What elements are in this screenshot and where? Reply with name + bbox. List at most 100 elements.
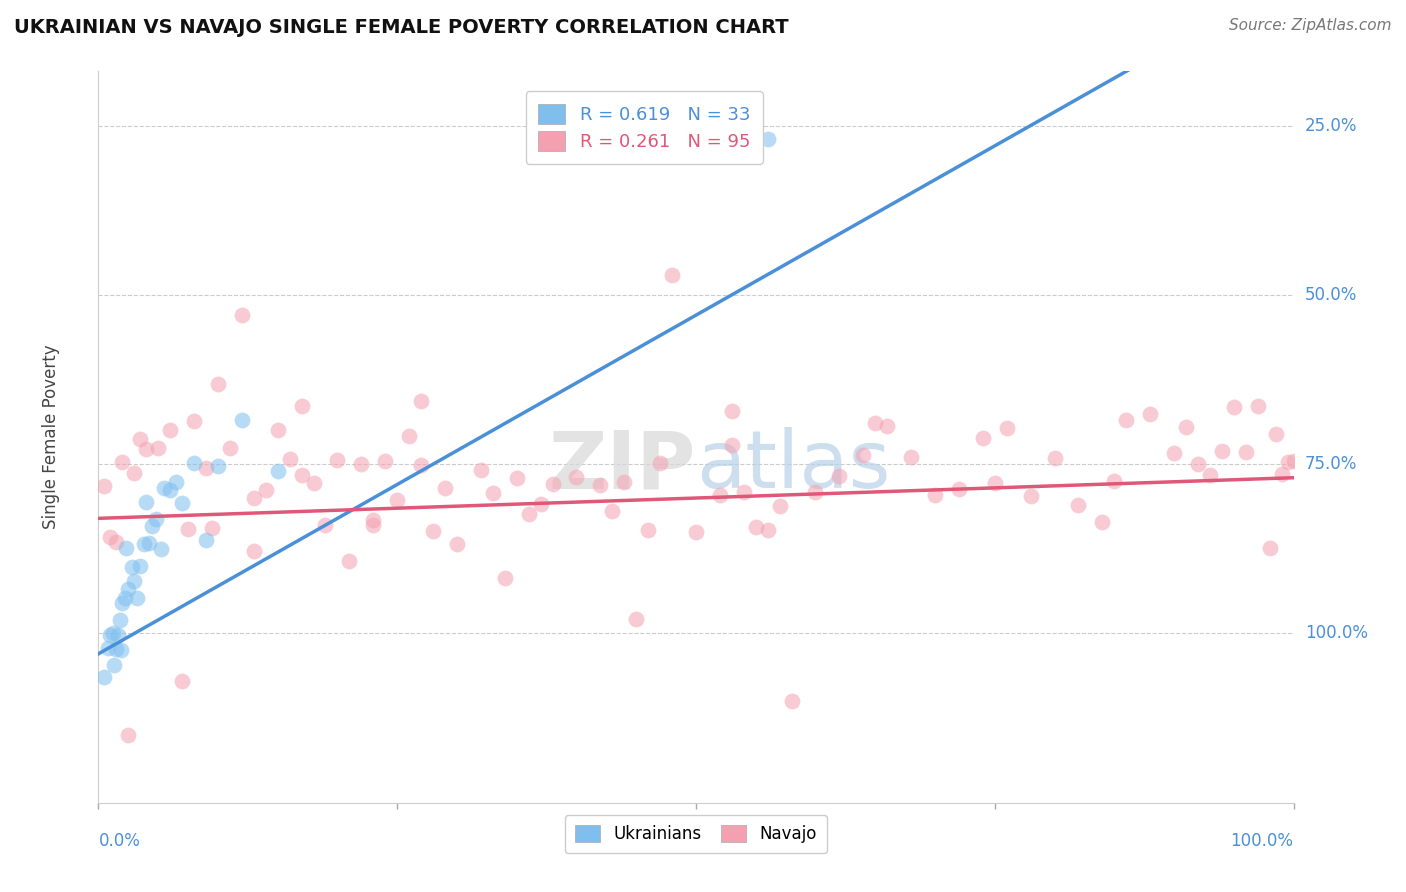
Text: 25.0%: 25.0% [1305,117,1357,135]
Point [984,476,1007,491]
Point [111,455,134,469]
Point [733,485,755,500]
Point [148,441,170,455]
Point [267,423,290,437]
Point [129,432,152,446]
Point [183,456,205,470]
Point [111,596,134,610]
Point [278,452,301,467]
Point [135,495,157,509]
Point [267,464,290,478]
Point [107,628,129,642]
Point [756,523,779,537]
Point [201,521,224,535]
Point [129,559,152,574]
Point [924,488,946,502]
Text: 75.0%: 75.0% [1305,455,1357,473]
Point [114,591,136,606]
Point [315,518,337,533]
Point [721,438,744,452]
Point [1104,474,1126,488]
Point [105,641,128,656]
Point [434,481,457,495]
Point [852,448,875,462]
Point [709,488,731,502]
Point [159,424,181,438]
Point [350,457,373,471]
Point [565,470,588,484]
Point [411,458,433,472]
Point [1139,407,1161,421]
Point [172,673,194,688]
Point [602,504,624,518]
Point [97,640,120,655]
Point [132,537,155,551]
Text: 0.0%: 0.0% [98,832,141,850]
Point [1264,426,1286,441]
Point [1175,419,1198,434]
Point [93,479,115,493]
Point [1258,541,1281,556]
Point [506,471,529,485]
Point [972,431,994,445]
Point [470,463,492,477]
Point [494,571,516,585]
Point [1163,446,1185,460]
Point [1223,400,1246,414]
Point [1115,413,1137,427]
Point [125,591,148,605]
Point [768,499,790,513]
Text: Source: ZipAtlas.com: Source: ZipAtlas.com [1229,18,1392,33]
Text: UKRAINIAN VS NAVAJO SINGLE FEMALE POVERTY CORRELATION CHART: UKRAINIAN VS NAVAJO SINGLE FEMALE POVERT… [14,18,789,37]
Point [613,475,636,489]
Point [721,404,744,418]
Point [117,582,139,597]
Point [1199,467,1222,482]
Point [828,468,851,483]
Point [243,491,266,505]
Point [243,543,266,558]
Point [398,429,420,443]
Point [98,530,122,544]
Point [207,458,229,473]
Point [98,628,122,642]
Point [195,460,218,475]
Point [1043,450,1066,465]
Point [145,512,167,526]
Text: Single Female Poverty: Single Female Poverty [42,345,59,529]
Point [115,541,138,555]
Point [183,414,205,428]
Point [93,670,115,684]
Point [1091,516,1114,530]
Point [865,416,887,430]
Point [153,481,176,495]
Point [165,475,187,489]
Point [302,476,325,491]
Point [101,626,124,640]
Point [363,513,385,527]
Point [124,574,146,588]
Point [108,613,131,627]
Point [291,468,314,483]
Point [135,442,157,457]
Point [876,418,898,433]
Point [804,485,827,500]
Point [481,485,505,500]
Point [900,450,922,464]
Text: 100.0%: 100.0% [1305,624,1368,642]
Point [363,517,385,532]
Text: 100.0%: 100.0% [1230,832,1294,850]
Point [254,483,277,497]
Point [541,477,564,491]
Point [105,534,128,549]
Point [589,478,612,492]
Point [756,132,779,146]
Point [138,535,160,549]
Point [385,493,409,508]
Point [374,454,396,468]
Point [1019,489,1042,503]
Point [231,412,253,426]
Point [1271,467,1294,482]
Point [446,536,468,550]
Point [177,522,200,536]
